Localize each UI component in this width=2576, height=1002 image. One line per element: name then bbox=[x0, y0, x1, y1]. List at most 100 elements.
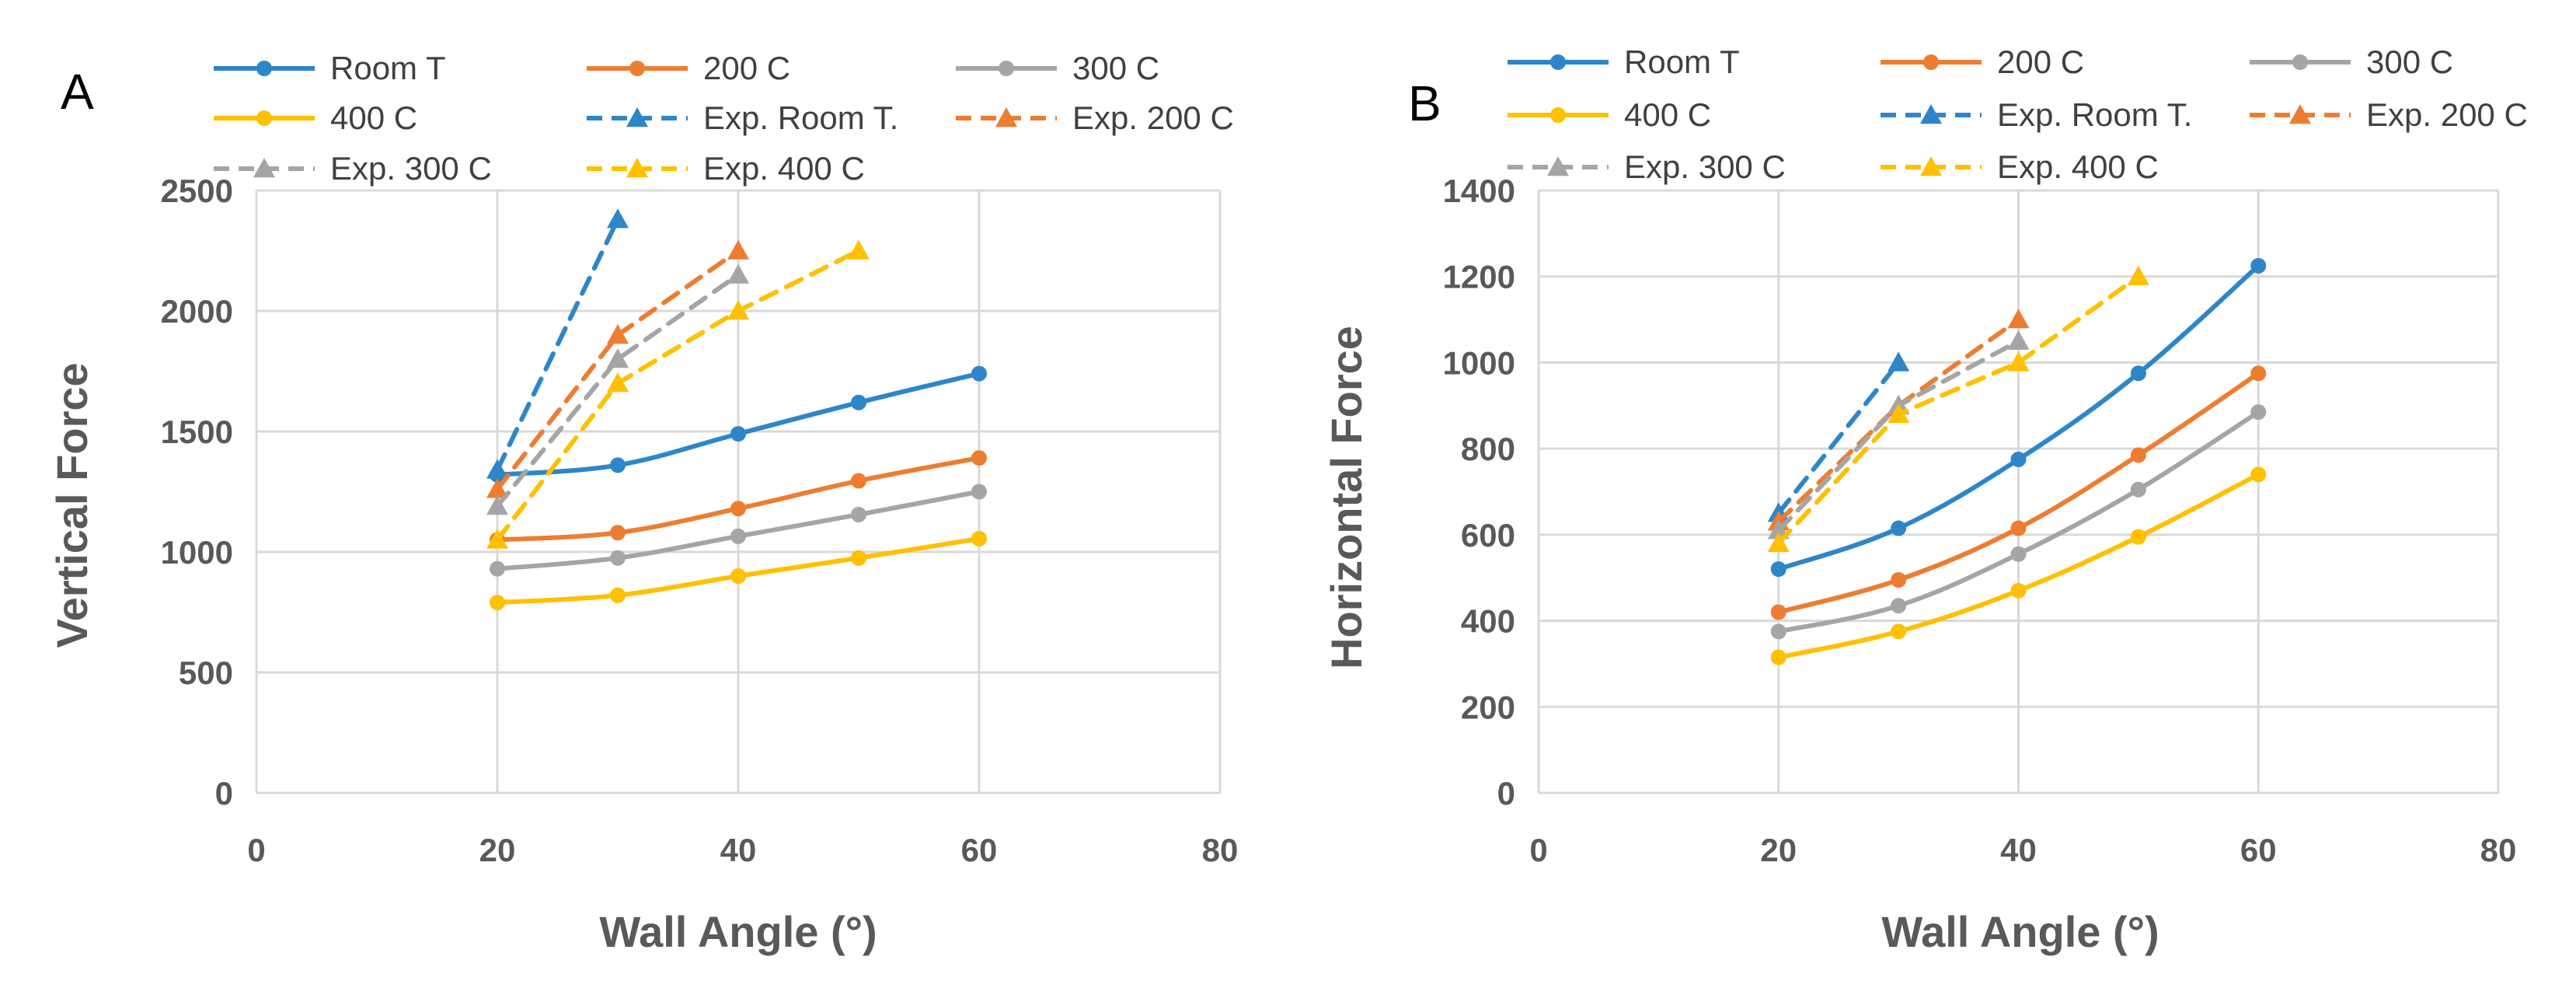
legend-marker bbox=[1920, 104, 1942, 124]
legend-marker bbox=[1920, 156, 1942, 176]
legend-label: Exp. 300 C bbox=[1624, 148, 1786, 185]
data-point bbox=[730, 501, 746, 517]
legend-item: Exp. 400 C bbox=[587, 150, 865, 187]
y-tick-label: 1200 bbox=[1443, 259, 1515, 295]
legend-item: Exp. Room T. bbox=[1881, 96, 2192, 133]
plot-series bbox=[1767, 257, 2267, 665]
data-point bbox=[1770, 649, 1786, 665]
legend-marker bbox=[629, 61, 645, 76]
legend-label: 400 C bbox=[330, 100, 417, 136]
data-point bbox=[607, 324, 629, 344]
legend-item: Room T bbox=[1508, 44, 1740, 80]
data-point bbox=[1888, 351, 1910, 372]
data-point bbox=[1770, 604, 1786, 620]
data-point bbox=[610, 525, 626, 541]
data-point bbox=[486, 478, 508, 498]
panel-label: B bbox=[1408, 75, 1441, 131]
data-point bbox=[1891, 571, 1907, 588]
y-axis-title: Horizontal Force bbox=[1322, 326, 1371, 669]
x-tick-label: 60 bbox=[961, 832, 998, 868]
data-point bbox=[2010, 582, 2027, 599]
legend: Room T 200 C 300 C 400 C Exp. Room T. Exp. 20… bbox=[1508, 44, 2528, 185]
data-point bbox=[971, 365, 987, 382]
series-line bbox=[495, 248, 861, 543]
legend-marker bbox=[2289, 104, 2311, 124]
legend-item: Exp. 200 C bbox=[956, 100, 1234, 136]
legend-label: Exp. 200 C bbox=[1072, 100, 1234, 136]
y-tick-label: 2500 bbox=[161, 173, 233, 209]
legend-marker bbox=[253, 158, 275, 178]
x-axis-title: Wall Angle (°) bbox=[1881, 907, 2159, 956]
legend-label: Exp. Room T. bbox=[703, 100, 898, 136]
data-point bbox=[486, 459, 508, 479]
data-point bbox=[730, 528, 746, 544]
data-point bbox=[2250, 365, 2267, 382]
x-tick-label: 20 bbox=[479, 832, 516, 868]
data-point bbox=[490, 560, 505, 577]
series-exp-room-t bbox=[486, 208, 629, 479]
data-point bbox=[2007, 309, 2030, 329]
data-point bbox=[2130, 365, 2146, 382]
data-point bbox=[851, 473, 866, 489]
data-point bbox=[1891, 520, 1907, 536]
y-tick-label: 0 bbox=[215, 775, 233, 812]
legend-item: 200 C bbox=[587, 50, 790, 86]
series-400-c bbox=[1770, 466, 2267, 665]
series-exp-400-c bbox=[1767, 265, 2149, 553]
data-point bbox=[971, 450, 987, 466]
data-point bbox=[2127, 265, 2149, 285]
y-tick-label: 600 bbox=[1461, 517, 1515, 553]
data-point bbox=[2130, 529, 2146, 545]
data-point bbox=[730, 568, 746, 584]
data-point bbox=[851, 506, 866, 522]
legend-item: Exp. 300 C bbox=[1508, 148, 1786, 185]
legend-marker bbox=[2292, 54, 2308, 70]
data-point bbox=[607, 208, 629, 229]
series-300-c bbox=[490, 484, 987, 577]
x-tick-label: 0 bbox=[247, 832, 265, 868]
x-tick-label: 80 bbox=[2480, 832, 2517, 868]
data-point bbox=[2010, 451, 2027, 467]
tick-labels: 0 500 1000 1500 2000 2500 0 20 40 60 80 bbox=[161, 173, 1239, 868]
data-point bbox=[607, 348, 629, 368]
series-line bbox=[1776, 274, 2141, 546]
legend-item: Exp. 400 C bbox=[1881, 148, 2159, 185]
data-point bbox=[2130, 481, 2146, 498]
data-point bbox=[851, 550, 866, 566]
legend-label: Exp. 300 C bbox=[330, 150, 492, 187]
legend-marker bbox=[995, 107, 1017, 127]
x-tick-label: 60 bbox=[2240, 832, 2277, 868]
legend-marker bbox=[256, 61, 272, 76]
legend-marker bbox=[1547, 156, 1569, 176]
data-point bbox=[727, 239, 749, 260]
series-exp-300-c bbox=[486, 264, 749, 515]
y-tick-label: 800 bbox=[1461, 431, 1515, 467]
y-tick-label: 1000 bbox=[161, 534, 233, 571]
legend-item: 400 C bbox=[1508, 96, 1711, 133]
x-tick-label: 40 bbox=[2000, 832, 2037, 868]
legend-marker bbox=[1923, 54, 1939, 70]
y-tick-label: 400 bbox=[1461, 603, 1515, 640]
x-tick-label: 20 bbox=[1760, 832, 1797, 868]
series-300-c bbox=[1770, 404, 2267, 640]
data-point bbox=[2250, 404, 2267, 421]
data-point bbox=[1767, 532, 1790, 553]
data-point bbox=[1891, 623, 1907, 640]
legend-marker bbox=[256, 110, 272, 126]
legend-item: 300 C bbox=[956, 50, 1159, 86]
data-point bbox=[607, 372, 629, 393]
legend-label: 200 C bbox=[1997, 44, 2084, 80]
legend-item: Exp. 200 C bbox=[2250, 96, 2528, 133]
legend-marker bbox=[626, 107, 648, 127]
x-tick-label: 80 bbox=[1202, 832, 1239, 868]
data-point bbox=[2007, 330, 2030, 350]
tick-labels: 0 200 400 600 800 1000 1200 1400 0 20 40 60 80 bbox=[1443, 173, 2517, 868]
x-tick-label: 40 bbox=[720, 832, 757, 868]
legend-label: Exp. Room T. bbox=[1997, 96, 2192, 133]
y-tick-label: 0 bbox=[1497, 775, 1515, 812]
legend-item: Exp. 300 C bbox=[214, 150, 492, 187]
data-point bbox=[1770, 561, 1786, 578]
legend-label: 300 C bbox=[1072, 50, 1159, 86]
legend-label: Exp. 400 C bbox=[703, 150, 865, 187]
